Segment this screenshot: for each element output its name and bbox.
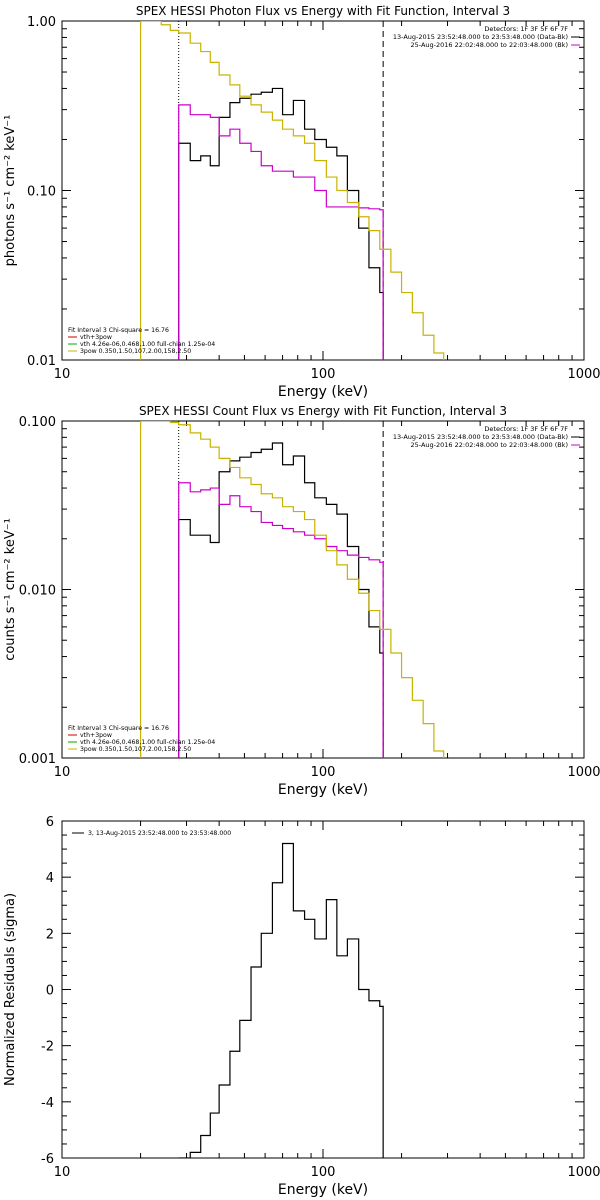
panel-1-y-tick-label: 0.01: [27, 354, 56, 369]
panel-2-y-tick-label: 0.001: [19, 752, 56, 767]
panel-3-y-tick-label: 0: [46, 984, 54, 999]
panel-1: 10 100 1000 0.01 0.10 1.00 SPEX HESSI Photon F…: [3, 4, 600, 400]
panel-2-series-3-line: [139, 421, 445, 758]
panel-3-x-tick-label: 10: [54, 1165, 71, 1180]
panel-3-y-tick-label: -2: [41, 1040, 54, 1055]
panel-3-x-axis-label: Energy (keV): [278, 1182, 368, 1198]
panel-3-legend-text: 3, 13-Aug-2015 23:52:48.000 to 23:53:48.…: [88, 830, 231, 837]
panel-1-y-ticks: [62, 28, 584, 361]
panel-2-y-ticks: [62, 428, 584, 759]
panel-1-y-tick-label: 0.10: [27, 185, 56, 200]
panel-1-x-tick-label: 100: [311, 367, 336, 382]
panel-1-y-axis-label: photons s⁻¹ cm⁻² keV⁻¹: [3, 115, 18, 267]
panel-1-data-layer: [139, 21, 445, 360]
panel-1-series-1-line: [178, 87, 384, 360]
panel-3-x-ticks: [61, 821, 573, 1158]
panel-2-x-tick-label: 1000: [567, 765, 600, 780]
panel-3-y-tick-label: 2: [46, 927, 54, 942]
panel-2-x-tick-label: 100: [311, 765, 336, 780]
panel-2-legend-right-text: Detectors: 1F 3F 5F 6F 7F: [484, 425, 568, 433]
panel-2-series-1-line: [178, 442, 384, 758]
panel-3-y-tick-label: -4: [41, 1096, 54, 1111]
panel-2-legend-right-text: 13-Aug-2015 23:52:48.000 to 23:53:48.000…: [393, 433, 568, 441]
panel-3-data-layer: [178, 842, 384, 1158]
panel-1-legend-left-text: Fit Interval 3 Chi-square = 16.76: [68, 327, 169, 334]
panel-3-y-tick-label: -6: [41, 1152, 54, 1167]
panel-2-y-tick-label: 0.010: [19, 584, 56, 599]
panel-1-x-tick-label: 10: [54, 367, 71, 382]
panel-2-legend-left-text: vth 4.26e-06,0.468,1.00 full-chian 1.25e…: [80, 739, 215, 746]
panel-2-y-axis-label: counts s⁻¹ cm⁻² keV⁻¹: [3, 518, 18, 661]
panel-2: 10 100 1000 0.001 0.010 0.100 SPEX HESSI Count…: [3, 404, 600, 798]
panel-1-legend-right-text: 13-Aug-2015 23:52:48.000 to 23:53:48.000…: [393, 33, 568, 41]
panel-3-x-tick-label: 100: [311, 1165, 336, 1180]
panel-1-y-tick-label: 1.00: [27, 15, 56, 30]
panel-1-legend-right-text: 25-Aug-2016 22:02:48.000 to 22:03:48.000…: [411, 41, 568, 49]
panel-1-legend-right-text: Detectors: 1F 3F 5F 6F 7F: [484, 25, 568, 33]
panel-3-y-tick-label: 6: [46, 815, 54, 830]
panel-3-y-axis-label: Normalized Residuals (sigma): [3, 893, 18, 1086]
panel-2-legend-left-text: Fit Interval 3 Chi-square = 16.76: [68, 725, 169, 732]
panel-2-x-axis-label: Energy (keV): [278, 782, 368, 798]
panel-3-y-tick-label: 4: [46, 871, 54, 886]
panel-2-y-tick-label: 0.100: [19, 415, 56, 430]
panel-1-x-axis-label: Energy (keV): [278, 384, 368, 400]
panel-2-legend-right-text: 25-Aug-2016 22:02:48.000 to 22:03:48.000…: [411, 441, 568, 449]
panel-1-title: SPEX HESSI Photon Flux vs Energy with Fi…: [136, 4, 510, 18]
panel-2-legend-left-text: 3pow 0.350,1.50,107,2.00,158,2.50: [80, 746, 191, 753]
panel-3-y-ticks: [62, 820, 584, 1159]
panel-2-data-layer: [139, 421, 445, 758]
panel-1-legend-left-text: 3pow 0.350,1.50,107,2.00,158,2.50: [80, 348, 191, 355]
panel-3-series-1-line: [178, 842, 384, 1158]
panel-1-legend-left-text: vth 4.26e-06,0.468,1.00 full-chian 1.25e…: [80, 341, 215, 348]
panel-1-legend-left-text: vth+3pow: [80, 334, 112, 341]
panel-1-series-3-line: [139, 21, 445, 360]
panel-2-series-2-line: [178, 482, 384, 758]
panel-3: 10 100 1000 -6 -4 -2 0 2 4 6 Energy (keV) Normalize…: [3, 815, 600, 1198]
panel-2-title: SPEX HESSI Count Flux vs Energy with Fit…: [139, 404, 507, 418]
panel-1-x-tick-label: 1000: [567, 367, 600, 382]
panel-3-x-tick-label: 1000: [567, 1165, 600, 1180]
panel-2-x-tick-label: 10: [54, 765, 71, 780]
panel-2-legend-left-text: vth+3pow: [80, 732, 112, 739]
